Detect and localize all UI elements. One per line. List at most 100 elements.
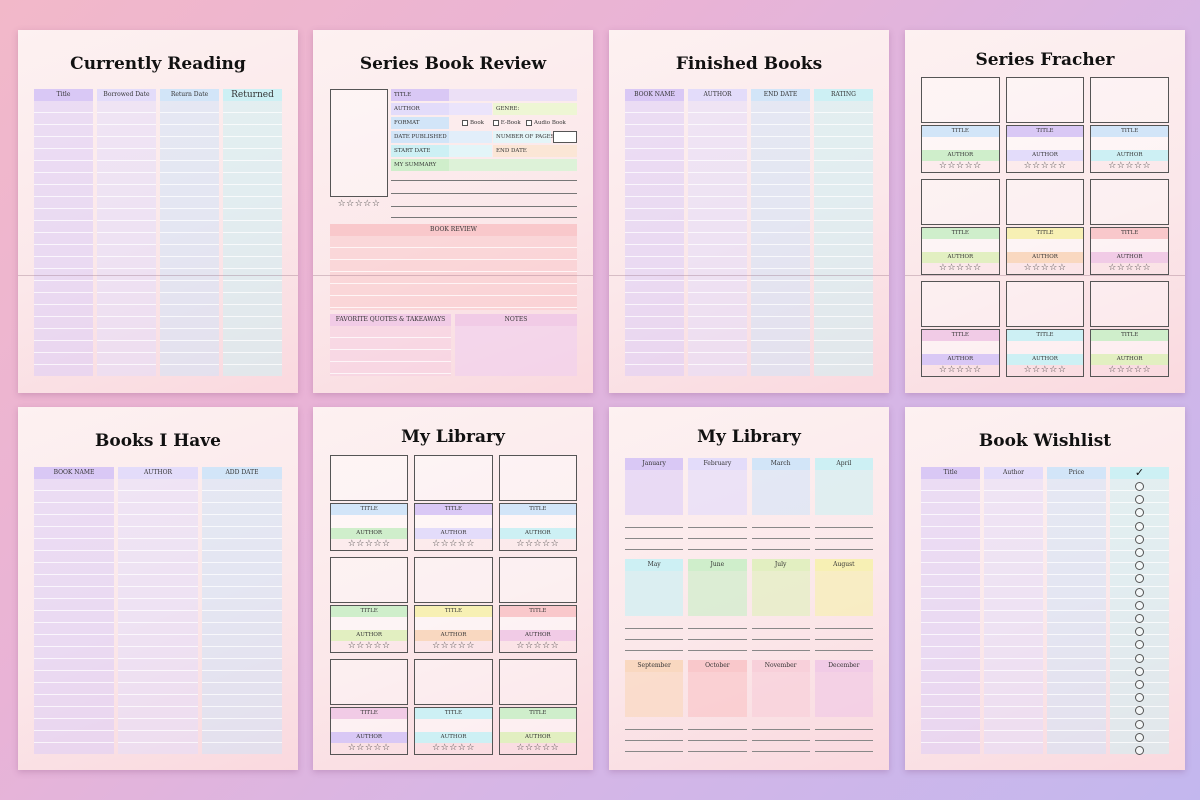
wishlist-checkbox[interactable]: [1134, 508, 1144, 518]
month-cell-april[interactable]: April: [814, 458, 873, 551]
month-cell-december[interactable]: December: [814, 660, 873, 753]
library-card[interactable]: TITLE AUTHOR ☆☆☆☆☆: [330, 659, 409, 755]
wishlist-checkbox[interactable]: [1134, 640, 1144, 650]
rating-stars[interactable]: ☆☆☆☆☆: [516, 641, 560, 651]
library-card[interactable]: TITLE AUTHOR ☆☆☆☆☆: [330, 455, 409, 551]
month-cell-january[interactable]: January: [625, 458, 684, 551]
rating-stars[interactable]: ☆☆☆☆☆: [938, 263, 982, 273]
library-card[interactable]: TITLE AUTHOR ☆☆☆☆☆: [330, 557, 409, 653]
rating-stars[interactable]: ☆☆☆☆☆: [516, 743, 560, 753]
series-card[interactable]: TITLE AUTHOR ☆☆☆☆☆: [921, 77, 1000, 173]
book-cover-box: [330, 89, 388, 197]
page-title: Finished Books: [675, 54, 823, 74]
series-card[interactable]: TITLE AUTHOR ☆☆☆☆☆: [1090, 281, 1169, 377]
series-card[interactable]: TITLE AUTHOR ☆☆☆☆☆: [1005, 281, 1085, 377]
wishlist-checkbox[interactable]: [1134, 746, 1144, 755]
library-card[interactable]: TITLE AUTHOR ☆☆☆☆☆: [414, 455, 493, 551]
wishlist-checkbox[interactable]: [1134, 653, 1144, 663]
month-cell-may[interactable]: May: [625, 559, 684, 652]
checkmark-icon: ✓: [1110, 467, 1169, 479]
column-header-returned: Returned: [223, 89, 282, 101]
pages-input-box[interactable]: [553, 131, 577, 143]
rating-stars[interactable]: ☆☆☆☆☆: [347, 641, 391, 651]
rating-stars[interactable]: ☆☆☆☆☆: [1023, 365, 1067, 375]
month-cell-february[interactable]: February: [688, 458, 747, 551]
rating-stars[interactable]: ☆☆☆☆☆: [1023, 161, 1067, 171]
page-books-i-have: Books I Have BOOK NAME AUTHOR ADD DATE: [18, 407, 298, 770]
label-number-of-pages: NUMBER OF PAGES: [493, 131, 554, 143]
label-date-published: DATE PUBLISHED: [391, 131, 449, 143]
page-title: Book Wishlist: [978, 431, 1112, 451]
label-end-date: END DATE: [493, 145, 577, 157]
wishlist-checkbox[interactable]: [1134, 561, 1144, 571]
wishlist-checkbox[interactable]: [1134, 706, 1144, 716]
series-card[interactable]: TITLE AUTHOR ☆☆☆☆☆: [1005, 179, 1085, 275]
books-have-table: BOOK NAME AUTHOR ADD DATE: [34, 467, 282, 754]
month-cell-july[interactable]: July: [751, 559, 810, 652]
wishlist-checkbox[interactable]: [1134, 600, 1144, 610]
library-card-grid: TITLE AUTHOR ☆☆☆☆☆ TITLE AUTHOR ☆☆☆☆☆ TITLE A…: [330, 455, 577, 755]
page-series-book-review: Series Book Review ☆☆☆☆☆ TITLE AUTHOR GE…: [313, 30, 593, 393]
month-cell-march[interactable]: March: [751, 458, 810, 551]
library-card[interactable]: TITLE AUTHOR ☆☆☆☆☆: [498, 455, 577, 551]
library-card[interactable]: TITLE AUTHOR ☆☆☆☆☆: [498, 659, 577, 755]
series-card[interactable]: TITLE AUTHOR ☆☆☆☆☆: [1090, 77, 1169, 173]
page-currently-reading: Currently Reading Title Borrowed Date Re…: [18, 30, 298, 393]
rating-stars[interactable]: ☆☆☆☆☆: [347, 539, 391, 549]
wishlist-checkbox[interactable]: [1134, 627, 1144, 637]
rating-stars[interactable]: ☆☆☆☆☆: [1108, 161, 1152, 171]
rating-stars[interactable]: ☆☆☆☆☆: [432, 539, 475, 549]
month-cell-november[interactable]: November: [751, 660, 810, 753]
rating-stars[interactable]: ☆☆☆☆☆: [516, 539, 560, 549]
series-card[interactable]: TITLE AUTHOR ☆☆☆☆☆: [921, 281, 1000, 377]
month-cell-june[interactable]: June: [688, 559, 747, 652]
month-cell-october[interactable]: October: [688, 660, 747, 753]
month-cell-september[interactable]: September: [625, 660, 684, 753]
rating-stars[interactable]: ☆☆☆☆☆: [938, 365, 982, 375]
checkbox-audiobook[interactable]: [525, 119, 532, 126]
library-card[interactable]: TITLE AUTHOR ☆☆☆☆☆: [498, 557, 577, 653]
wishlist-checkbox[interactable]: [1134, 574, 1144, 584]
rating-stars[interactable]: ☆☆☆☆☆: [432, 641, 475, 651]
rating-stars[interactable]: ☆☆☆☆☆: [432, 743, 475, 753]
library-card[interactable]: TITLE AUTHOR ☆☆☆☆☆: [414, 659, 493, 755]
wishlist-checkbox[interactable]: [1134, 482, 1144, 491]
rating-stars[interactable]: ☆☆☆☆☆: [337, 199, 381, 209]
rating-stars[interactable]: ☆☆☆☆☆: [1108, 263, 1152, 273]
column-header-rating: RATING: [814, 89, 873, 101]
library-card[interactable]: TITLE AUTHOR ☆☆☆☆☆: [414, 557, 493, 653]
rating-stars[interactable]: ☆☆☆☆☆: [347, 743, 391, 753]
checkbox-ebook[interactable]: [492, 119, 499, 126]
wishlist-checkbox[interactable]: [1134, 666, 1144, 676]
rating-stars[interactable]: ☆☆☆☆☆: [1023, 263, 1067, 273]
month-cell-august[interactable]: August: [814, 559, 873, 652]
wishlist-checkbox[interactable]: [1134, 732, 1144, 742]
favorite-quotes-area[interactable]: [330, 326, 451, 376]
wishlist-checkbox[interactable]: [1134, 614, 1144, 623]
series-card[interactable]: TITLE AUTHOR ☆☆☆☆☆: [921, 179, 1000, 275]
notes-area[interactable]: [455, 326, 577, 376]
series-card[interactable]: TITLE AUTHOR ☆☆☆☆☆: [1005, 77, 1085, 173]
wishlist-checkbox[interactable]: [1134, 521, 1144, 531]
page-title: Books I Have: [95, 431, 221, 451]
page-title: My Library: [697, 427, 801, 447]
wishlist-checkbox[interactable]: [1134, 587, 1144, 597]
wishlist-checkbox[interactable]: [1134, 719, 1144, 729]
wishlist-checkbox[interactable]: [1134, 680, 1144, 689]
book-review-area[interactable]: [330, 236, 577, 310]
column-header-author: Author: [984, 467, 1043, 479]
rating-stars[interactable]: ☆☆☆☆☆: [1108, 365, 1152, 375]
wishlist-checkbox[interactable]: [1134, 534, 1144, 544]
checkbox-book[interactable]: [462, 119, 468, 126]
series-card[interactable]: TITLE AUTHOR ☆☆☆☆☆: [1090, 179, 1169, 275]
rating-stars[interactable]: ☆☆☆☆☆: [938, 161, 982, 171]
column-header-book-name: BOOK NAME: [625, 89, 684, 101]
wishlist-checkbox[interactable]: [1134, 548, 1144, 557]
page-title: Currently Reading: [70, 54, 246, 74]
wishlist-checkbox[interactable]: [1134, 693, 1144, 703]
wishlist-checkbox[interactable]: [1134, 495, 1144, 505]
book-review-header: BOOK REVIEW: [330, 224, 577, 236]
favorite-quotes-header: FAVORITE QUOTES & TAKEAWAYS: [330, 314, 451, 326]
series-card-grid: TITLE AUTHOR ☆☆☆☆☆ TITLE AUTHOR ☆☆☆☆☆ TITLE A…: [921, 77, 1169, 377]
label-title: TITLE: [391, 89, 449, 101]
